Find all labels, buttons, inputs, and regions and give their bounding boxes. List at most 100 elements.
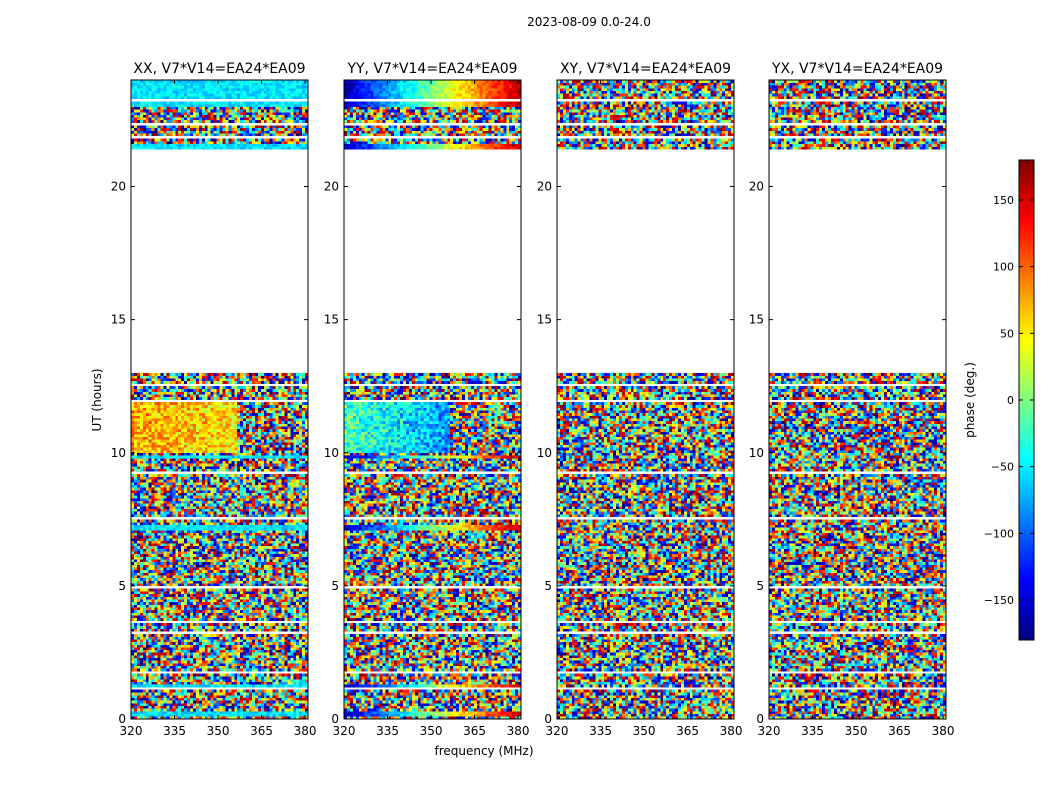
heatmap-cell [276,684,279,687]
heatmap-cell [237,714,240,717]
heatmap-cell [137,692,140,695]
heatmap-cell [231,679,234,682]
heatmap-cell [175,658,178,661]
heatmap-cell [243,652,246,655]
heatmap-cell [134,684,137,687]
heatmap-cell [143,682,146,685]
heatmap-cell [193,676,196,679]
heatmap-cell [137,650,140,653]
heatmap-cell [293,684,296,687]
heatmap-cell [134,650,137,653]
heatmap-cell [258,714,261,717]
heatmap-cell [163,652,166,655]
heatmap-cell [299,647,302,650]
heatmap-cell [293,690,296,693]
heatmap-cell [193,708,196,711]
heatmap-cell [166,668,169,671]
heatmap-cell [172,666,175,669]
heatmap-cell [181,700,184,703]
heatmap-cell [261,663,264,666]
heatmap-cell [158,698,161,701]
heatmap-cell [225,708,228,711]
heatmap-cell [175,695,178,698]
heatmap-cell [240,706,243,709]
heatmap-cell [276,706,279,709]
heatmap-cell [163,647,166,650]
heatmap-cell [293,658,296,661]
heatmap-cell [143,700,146,703]
heatmap-cell [234,644,237,647]
heatmap-cell [217,698,220,701]
heatmap-cell [293,647,296,650]
heatmap-cell [279,650,282,653]
heatmap-cell [205,660,208,663]
heatmap-cell [234,647,237,650]
heatmap-cell [184,676,187,679]
heatmap-cell [158,695,161,698]
heatmap-cell [205,666,208,669]
heatmap-cell [190,690,193,693]
heatmap-cell [134,666,137,669]
heatmap-cell [172,698,175,701]
heatmap-cell [220,700,223,703]
heatmap-cell [181,652,184,655]
heatmap-cell [166,674,169,677]
heatmap-cell [193,690,196,693]
heatmap-cell [273,658,276,661]
heatmap-cell [290,663,293,666]
heatmap-cell [225,674,228,677]
heatmap-cell [222,644,225,647]
heatmap-cell [252,676,255,679]
heatmap-cell [137,706,140,709]
heatmap-cell [231,695,234,698]
heatmap-cell [155,666,158,669]
heatmap-cell [143,695,146,698]
heatmap-cell [161,644,164,647]
heatmap-cell [290,706,293,709]
heatmap-cell [187,668,190,671]
heatmap-cell [199,700,202,703]
heatmap-cell [149,700,152,703]
heatmap-cell [220,698,223,701]
heatmap-cell [172,668,175,671]
heatmap-cell [225,684,228,687]
heatmap-cell [284,647,287,650]
heatmap-cell [205,674,208,677]
heatmap-cell [172,690,175,693]
heatmap-cell [296,692,299,695]
heatmap-cell [181,650,184,653]
heatmap-cell [193,668,196,671]
heatmap-cell [181,698,184,701]
heatmap-cell [299,658,302,661]
heatmap-cell [196,695,199,698]
heatmap-cell [137,711,140,714]
heatmap-cell [284,674,287,677]
heatmap-cell [217,695,220,698]
heatmap-cell [199,684,202,687]
heatmap-cell [217,708,220,711]
heatmap-cell [152,679,155,682]
heatmap-cell [220,668,223,671]
x-axis-label: frequency (MHz) [434,744,533,758]
heatmap-cell [161,706,164,709]
heatmap-cell [161,660,164,663]
heatmap-cell [158,663,161,666]
heatmap-cell [273,650,276,653]
heatmap-cell [178,690,181,693]
heatmap-cell [149,708,152,711]
heatmap-cell [214,698,217,701]
heatmap-cell [240,682,243,685]
heatmap-cell [166,700,169,703]
heatmap-cell [214,650,217,653]
heatmap-cell [284,668,287,671]
heatmap-cell [279,658,282,661]
heatmap-cell [287,695,290,698]
heatmap-cell [220,682,223,685]
heatmap-cell [290,698,293,701]
heatmap-cell [246,714,249,717]
heatmap-cell [152,708,155,711]
heatmap-cell [181,644,184,647]
heatmap-cell [261,674,264,677]
heatmap-cell [158,658,161,661]
heatmap-cell [187,652,190,655]
